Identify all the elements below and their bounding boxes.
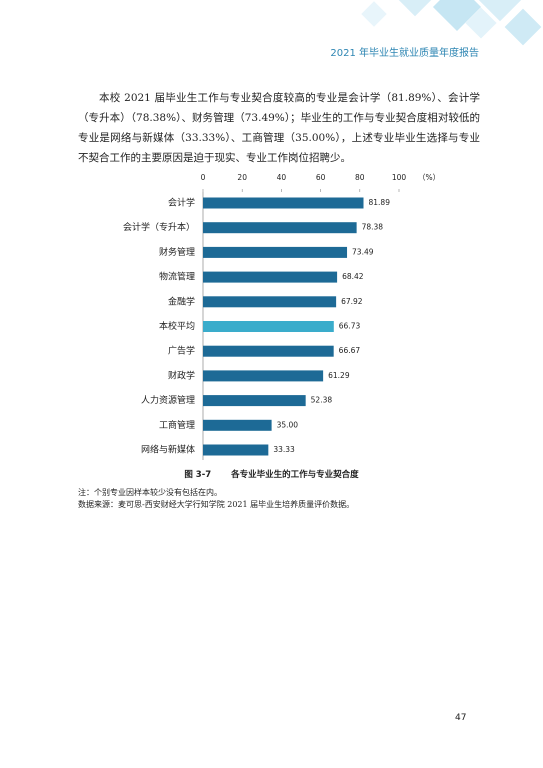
bar (203, 444, 269, 456)
bar (203, 395, 306, 407)
data-label: 73.49 (352, 247, 374, 256)
x-tick-label: 20 (237, 173, 247, 182)
bar (203, 419, 272, 431)
y-tick-label: 网络与新媒体 (141, 444, 195, 456)
header-title: 2021 年毕业生就业质量年度报告 (330, 48, 479, 59)
x-tick-label: 60 (316, 173, 326, 182)
bar (203, 345, 334, 357)
data-label: 66.73 (339, 322, 361, 331)
data-label: 78.38 (362, 223, 384, 232)
bar (203, 222, 357, 234)
y-tick-label: 人力资源管理 (141, 394, 195, 406)
y-tick-label: 工商管理 (159, 419, 195, 431)
y-tick-label: 金融学 (168, 295, 195, 307)
note: 注：个别专业因样本较少没有包括在内。 (78, 488, 222, 497)
y-tick-label: 会计学 (168, 197, 195, 209)
paragraph: 本校 2021 届毕业生工作与专业契合度较高的专业是会计学（81.89%）、会计… (78, 92, 480, 164)
data-label: 67.92 (341, 297, 363, 306)
figure-title: 各专业毕业生的工作与专业契合度 (231, 470, 359, 480)
data-label: 81.89 (369, 198, 391, 207)
bar (203, 197, 364, 209)
x-tick-label: 80 (355, 173, 365, 182)
y-tick-label: 本校平均 (159, 320, 195, 332)
data-label: 68.42 (342, 272, 364, 281)
x-tick-label: 0 (201, 173, 206, 182)
y-tick-label: 广告学 (168, 345, 195, 357)
x-tick-label: 40 (277, 173, 287, 182)
page-number: 47 (455, 713, 467, 723)
x-axis-unit: （%） (418, 173, 440, 182)
y-tick-label: 财政学 (168, 369, 195, 381)
data-label: 33.33 (273, 445, 295, 454)
y-tick-label: 会计学（专升本） (123, 221, 195, 233)
data-label: 35.00 (277, 420, 299, 429)
x-tick-label: 100 (392, 173, 407, 182)
data-label: 52.38 (311, 396, 333, 405)
data-label: 61.29 (328, 371, 350, 380)
figure-number: 图 3-7 (184, 470, 212, 480)
bar (203, 321, 334, 332)
note: 数据来源：麦可思-西安财经大学行知学院 2021 届毕业生培养质量评价数据。 (78, 500, 355, 509)
y-tick-label: 物流管理 (159, 271, 195, 283)
figure-caption: 图 3-7 各专业毕业生的工作与专业契合度 (0, 468, 543, 480)
data-label: 66.67 (339, 346, 361, 355)
bar (203, 296, 337, 308)
bar (203, 370, 324, 382)
bar (203, 271, 338, 283)
decoration (361, 0, 542, 46)
bar (203, 246, 348, 258)
y-tick-label: 财务管理 (159, 246, 195, 258)
